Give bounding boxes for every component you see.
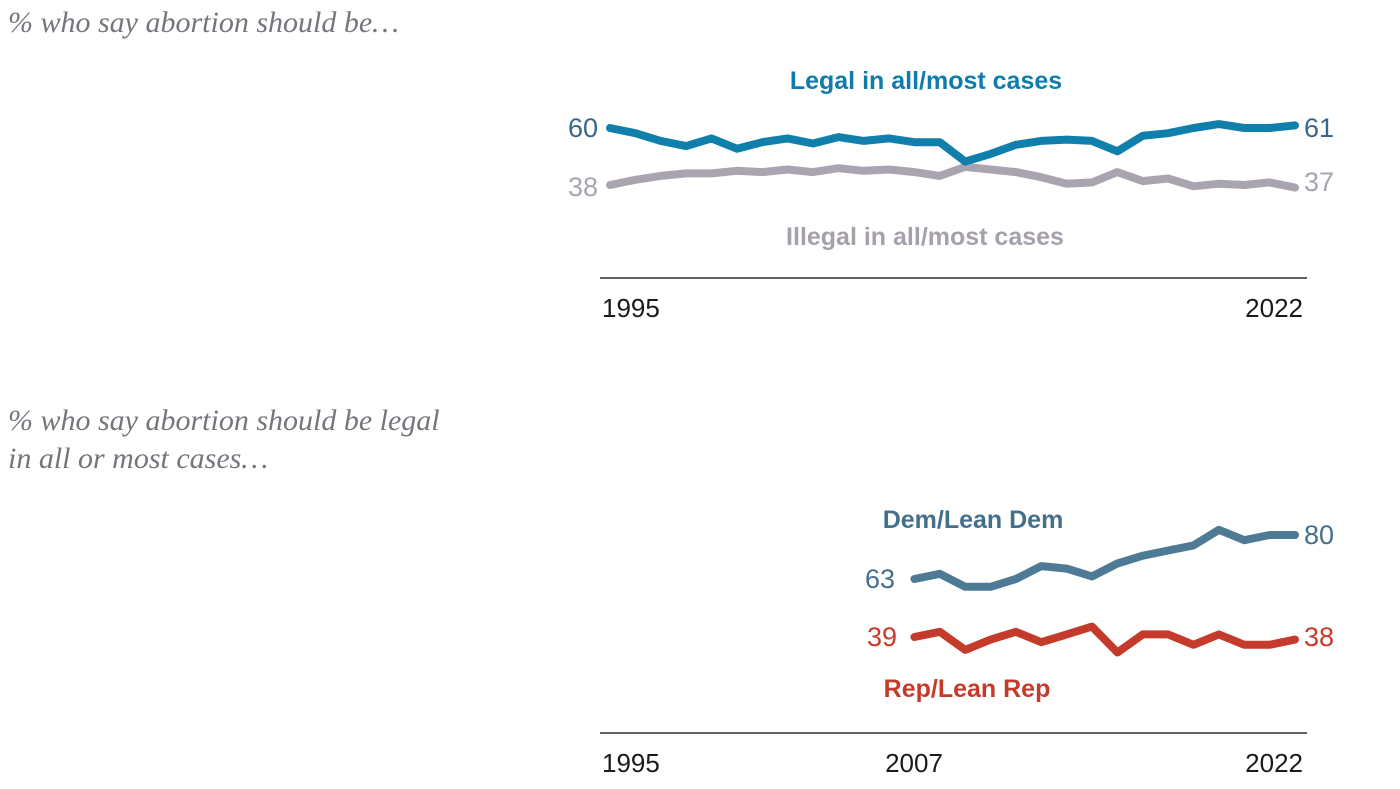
illegal-start-value: 38: [567, 172, 598, 202]
chart2-title: % who say abortion should be legal in al…: [8, 402, 568, 478]
legend-illegal: Illegal in all/most cases: [786, 223, 1064, 251]
chart2-title-line1: % who say abortion should be legal: [8, 404, 440, 437]
legal-in-all-most-cases-line: [606, 120, 1299, 166]
chart2-tick-2022: 2022: [1245, 748, 1303, 778]
rep-end-value: 38: [1304, 622, 1335, 652]
chart1-tick-2022: 2022: [1245, 293, 1303, 323]
dem-start-value: 63: [864, 564, 895, 594]
illegal-in-all-most-cases-line: [606, 162, 1299, 192]
rep-lean-rep-line: [910, 622, 1299, 657]
legend-rep: Rep/Lean Rep: [883, 675, 1051, 703]
chart1-tick-1995: 1995: [602, 293, 660, 323]
chart2-tick-1995: 1995: [602, 748, 660, 778]
legal-start-value: 60: [567, 113, 598, 143]
illegal-end-value: 37: [1304, 167, 1335, 197]
rep-start-value: 39: [866, 622, 897, 652]
dem-end-value: 80: [1304, 520, 1335, 550]
legend-dem: Dem/Lean Dem: [882, 506, 1064, 534]
chart2-tick-2007: 2007: [885, 748, 943, 778]
legal-end-value: 61: [1304, 113, 1335, 143]
dem-lean-dem-line: [910, 525, 1299, 591]
chart2-title-line2: in all or most cases…: [8, 442, 269, 475]
legend-legal: Legal in all/most cases: [789, 67, 1063, 95]
chart1-title: % who say abortion should be…: [8, 6, 399, 39]
